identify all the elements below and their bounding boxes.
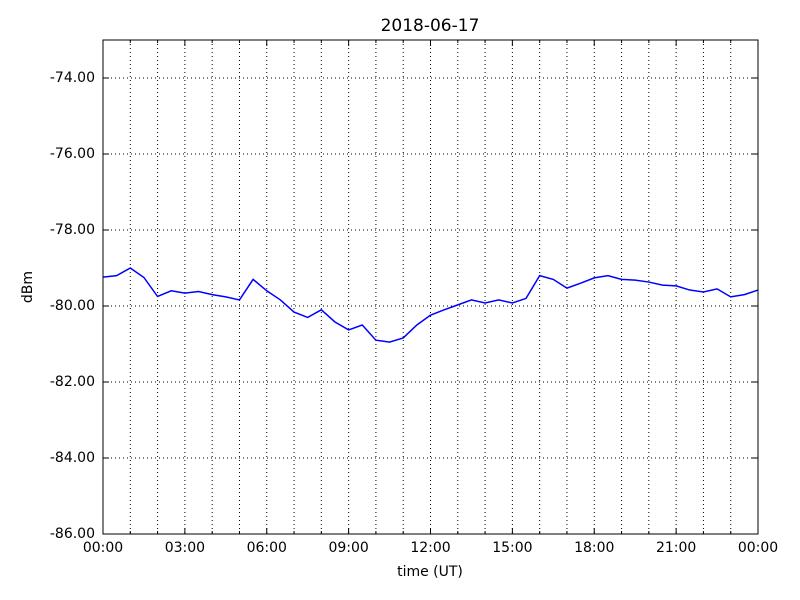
- data-line: [102, 267, 759, 343]
- y-tick-label: -84.00: [50, 450, 95, 466]
- y-tick-label: -74.00: [50, 70, 95, 86]
- y-tick-label: -80.00: [50, 298, 95, 314]
- y-tick-label: -76.00: [50, 146, 95, 162]
- x-axis-label: time (UT): [397, 564, 463, 580]
- x-tick-label: 15:00: [492, 540, 532, 556]
- x-tick-label: 12:00: [410, 540, 450, 556]
- x-tick-label: 03:00: [165, 540, 205, 556]
- x-tick-label: 09:00: [328, 540, 368, 556]
- y-tick-label: -86.00: [50, 526, 95, 542]
- y-tick-label: -82.00: [50, 374, 95, 390]
- x-tick-label: 00:00: [83, 540, 123, 556]
- x-tick-label: 00:00: [738, 540, 778, 556]
- plot-frame: [102, 39, 759, 535]
- y-tick-label: -78.00: [50, 222, 95, 238]
- x-tick-label: 21:00: [656, 540, 696, 556]
- x-tick-label: 18:00: [574, 540, 614, 556]
- x-tick-label: 06:00: [247, 540, 287, 556]
- chart-title: 2018-06-17: [381, 16, 480, 36]
- y-axis-label: dBm: [20, 271, 36, 303]
